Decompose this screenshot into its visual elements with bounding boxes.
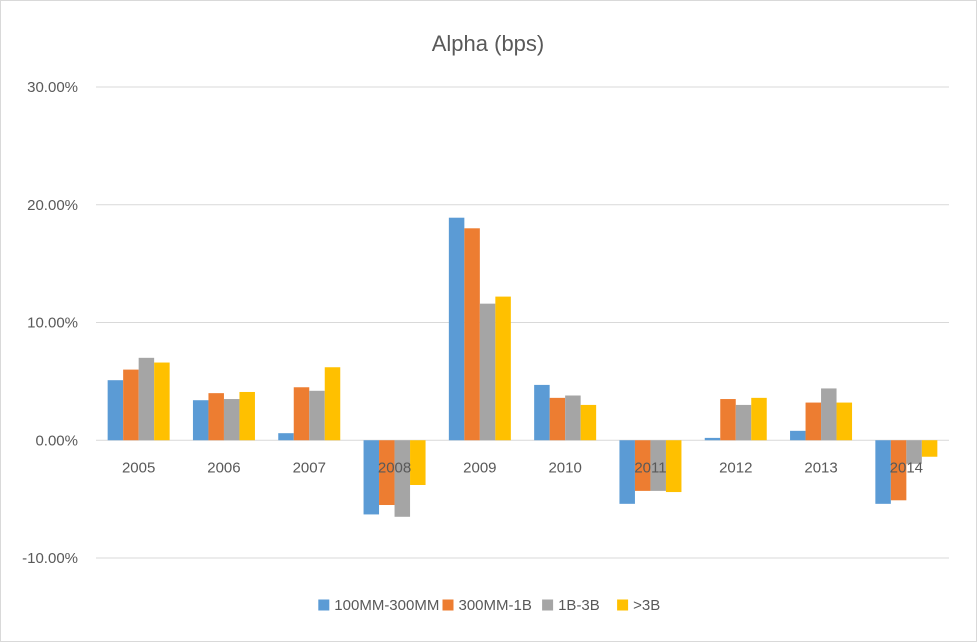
bar-2008-series-1 bbox=[363, 440, 380, 515]
bar-2014-series-2 bbox=[890, 440, 907, 501]
bar-2005-series-4 bbox=[154, 362, 170, 441]
y-axis-ticks: -10.00% 0.00% 10.00% 20.00% 30.00% bbox=[22, 79, 78, 567]
bar-2009-series-3 bbox=[479, 303, 496, 441]
legend-swatch-4 bbox=[617, 599, 629, 611]
bar-2011-series-2 bbox=[634, 440, 651, 491]
bar-2011-series-3 bbox=[650, 440, 666, 491]
chart-title: Alpha (bps) bbox=[432, 31, 545, 56]
bar-2005-series-2 bbox=[123, 369, 139, 441]
legend-swatch-3 bbox=[542, 599, 554, 611]
bar-2008-series-2 bbox=[379, 440, 395, 506]
bar-2006-series-4 bbox=[239, 391, 255, 441]
bar-2006-series-1 bbox=[192, 400, 209, 441]
x-tick-label: 2007 bbox=[293, 459, 326, 476]
legend-label-1: 100MM-300MM bbox=[334, 597, 439, 614]
bar-2012-series-3 bbox=[735, 404, 752, 441]
bar-2013-series-4 bbox=[836, 402, 853, 441]
bar-2007-series-4 bbox=[324, 367, 341, 441]
bar-2008-series-3 bbox=[394, 440, 411, 517]
bar-2010-series-1 bbox=[534, 384, 550, 441]
bar-2007-series-3 bbox=[309, 390, 325, 441]
x-tick-label: 2014 bbox=[890, 459, 923, 476]
x-tick-label: 2008 bbox=[378, 459, 411, 476]
y-tick-label: 30.00% bbox=[27, 79, 78, 96]
bar-2010-series-3 bbox=[565, 395, 581, 441]
y-tick-label: 20.00% bbox=[27, 197, 78, 214]
bar-2006-series-3 bbox=[223, 399, 240, 441]
legend-swatch-2 bbox=[442, 599, 454, 611]
bar-2013-series-3 bbox=[821, 388, 837, 441]
bar-2010-series-4 bbox=[580, 404, 597, 441]
bar-2014-series-1 bbox=[875, 440, 891, 504]
y-tick-label: 0.00% bbox=[35, 432, 78, 449]
legend: 100MM-300MM 300MM-1B 1B-3B >3B bbox=[318, 597, 660, 614]
gridlines bbox=[96, 86, 949, 559]
bar-2008-series-4 bbox=[410, 440, 426, 485]
bars bbox=[107, 217, 938, 517]
x-tick-label: 2013 bbox=[804, 459, 837, 476]
x-tick-label: 2010 bbox=[548, 459, 581, 476]
bar-2014-series-4 bbox=[921, 440, 938, 457]
bar-2012-series-4 bbox=[751, 397, 767, 441]
legend-label-4: >3B bbox=[633, 597, 660, 614]
x-tick-label: 2006 bbox=[207, 459, 240, 476]
bar-2005-series-3 bbox=[138, 357, 155, 441]
legend-label-3: 1B-3B bbox=[558, 597, 600, 614]
bar-2012-series-2 bbox=[720, 399, 736, 441]
bar-2010-series-2 bbox=[549, 397, 566, 441]
x-axis-ticks: 2005 2006 2007 2008 2009 2010 2011 2012 2013 2014 bbox=[122, 459, 923, 476]
x-tick-label: 2009 bbox=[463, 459, 496, 476]
bar-2005-series-1 bbox=[107, 380, 124, 441]
x-tick-label: 2012 bbox=[719, 459, 752, 476]
bar-2014-series-3 bbox=[906, 440, 922, 464]
bar-2007-series-1 bbox=[278, 433, 294, 441]
bar-2013-series-2 bbox=[805, 402, 822, 441]
bar-2006-series-2 bbox=[208, 393, 224, 441]
bar-2009-series-2 bbox=[464, 228, 480, 441]
bar-2007-series-2 bbox=[293, 387, 310, 441]
bar-2009-series-4 bbox=[495, 296, 511, 441]
bar-2011-series-1 bbox=[619, 440, 635, 504]
y-tick-label: 10.00% bbox=[27, 315, 78, 332]
legend-swatch-1 bbox=[318, 599, 330, 611]
legend-label-2: 300MM-1B bbox=[459, 597, 532, 614]
bar-2013-series-1 bbox=[790, 430, 806, 441]
y-tick-label: -10.00% bbox=[22, 550, 78, 567]
bar-2012-series-1 bbox=[704, 437, 721, 441]
bar-2011-series-4 bbox=[665, 440, 682, 493]
bar-2009-series-1 bbox=[448, 217, 465, 441]
x-tick-label: 2005 bbox=[122, 459, 155, 476]
x-tick-label: 2011 bbox=[634, 459, 666, 476]
